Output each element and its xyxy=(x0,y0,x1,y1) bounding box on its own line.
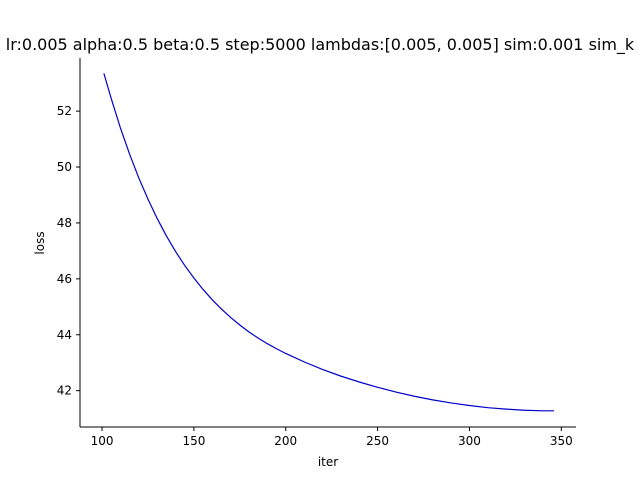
chart-title: lr:0.005 alpha:0.5 beta:0.5 step:5000 la… xyxy=(6,35,635,55)
y-tick-label: 42 xyxy=(57,384,72,398)
y-tick-label: 48 xyxy=(57,216,72,230)
x-tick-label: 100 xyxy=(91,434,114,448)
x-tick-label: 250 xyxy=(366,434,389,448)
plot-area xyxy=(103,73,554,412)
y-axis-label: loss xyxy=(33,231,47,254)
x-axis-label: iter xyxy=(318,455,338,469)
x-tick-label: 200 xyxy=(274,434,297,448)
series-line xyxy=(103,73,554,412)
y-tick-label: 46 xyxy=(57,272,72,286)
y-tick-label: 44 xyxy=(57,328,72,342)
x-axis-ticks: 100 150 200 250 300 350 xyxy=(91,427,573,448)
x-tick-label: 150 xyxy=(182,434,205,448)
y-tick-label: 52 xyxy=(57,104,72,118)
x-tick-label: 350 xyxy=(550,434,573,448)
y-tick-label: 50 xyxy=(57,160,72,174)
y-axis-ticks: 42 44 46 48 50 52 xyxy=(57,104,80,398)
x-tick-label: 300 xyxy=(458,434,481,448)
